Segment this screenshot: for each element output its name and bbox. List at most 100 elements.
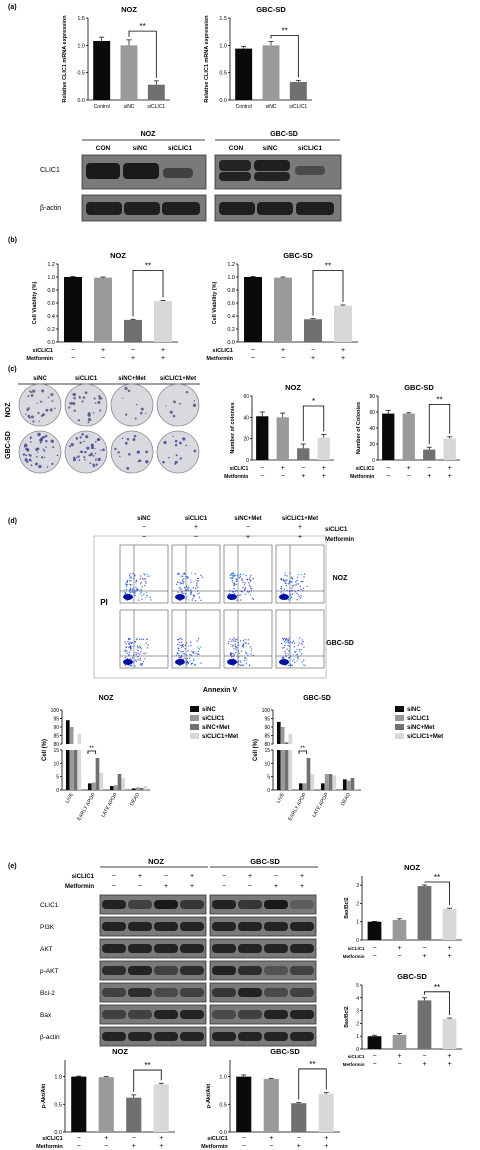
y-tick-label: 80	[53, 742, 59, 748]
flow-event	[245, 658, 248, 660]
flow-event	[189, 660, 191, 662]
colony-spot	[40, 438, 43, 442]
flow-event	[137, 652, 139, 655]
blot-band	[180, 900, 204, 909]
colony-dish	[110, 430, 154, 474]
colony-spot	[56, 454, 59, 457]
flow-event	[141, 598, 143, 600]
flow-event	[250, 647, 253, 650]
flow-event	[141, 662, 144, 665]
bar	[276, 417, 289, 460]
flow-event	[230, 643, 232, 646]
flow-event	[241, 591, 243, 593]
colony-spot	[22, 453, 26, 456]
flow-event	[138, 638, 141, 641]
flow-event	[291, 593, 294, 595]
flow-event	[181, 579, 184, 581]
sign-mark: +	[298, 534, 302, 541]
sign-mark: −	[112, 873, 116, 880]
flow-event	[294, 584, 296, 586]
flow-event	[197, 580, 200, 582]
sign-mark: +	[341, 347, 345, 354]
flow-event	[126, 579, 129, 582]
flow-event	[140, 589, 142, 591]
row-label-metformin: Metformin	[206, 356, 233, 362]
flow-event	[125, 646, 127, 648]
flow-event	[291, 664, 293, 667]
flow-event	[146, 638, 149, 640]
y-tick-label: 60	[369, 410, 375, 416]
bar	[402, 413, 415, 460]
flow-plot-frame	[223, 544, 273, 604]
colony-spot	[73, 456, 76, 459]
colony-dish	[64, 383, 108, 427]
blot-e-band-row	[99, 982, 207, 1003]
legend-label: siNC+Met	[407, 725, 435, 731]
flow-event	[296, 576, 299, 578]
sign-mark: +	[447, 1061, 451, 1068]
flow-event	[296, 582, 298, 585]
flow-event	[126, 583, 129, 586]
y-tick-label: 0	[246, 458, 249, 464]
flow-event	[183, 657, 185, 659]
colony-spot	[46, 466, 49, 468]
flow-event	[180, 650, 182, 652]
colony-spot	[30, 464, 33, 467]
significance-bracket	[298, 1068, 327, 1100]
flow-event	[290, 655, 292, 657]
colony-spot	[140, 411, 143, 415]
significance-bracket	[270, 35, 299, 78]
flow-event	[242, 581, 244, 584]
flow-event	[283, 637, 285, 640]
y-tick-label: 0.6	[227, 301, 235, 307]
blot-band	[257, 202, 293, 215]
bar	[131, 788, 136, 790]
flow-event	[233, 582, 235, 584]
colony-spot	[85, 435, 89, 439]
colony-spot	[68, 445, 72, 448]
blot-band	[254, 160, 290, 171]
colony-spot	[82, 396, 86, 399]
colony-spot	[36, 447, 38, 449]
blot-band	[290, 900, 314, 909]
x-tick-label: Control	[94, 104, 110, 110]
flow-event	[178, 647, 180, 650]
y-tick-label: 10	[53, 761, 59, 767]
flow-event	[133, 654, 135, 656]
flow-event	[290, 589, 292, 592]
colony-spot	[193, 400, 196, 402]
bar-lower	[288, 750, 293, 790]
flow-event	[190, 579, 192, 581]
sign-mark: −	[422, 1053, 426, 1060]
flow-event	[232, 639, 234, 641]
flow-event	[299, 637, 301, 639]
panel-label-d: (d)	[8, 518, 17, 525]
flow-event	[234, 593, 236, 595]
flow-event	[306, 585, 308, 588]
significance-bracket	[298, 750, 308, 754]
flow-event	[190, 592, 193, 594]
colony-spot	[88, 454, 90, 457]
y-tick-label: 3	[356, 1009, 359, 1015]
flow-event	[125, 581, 128, 584]
sign-mark: −	[397, 1061, 401, 1068]
flow-event	[137, 649, 139, 651]
colony-spot	[174, 460, 178, 464]
sign-mark: −	[260, 465, 264, 472]
sign-mark: +	[397, 945, 401, 952]
flow-cluster	[175, 594, 185, 600]
flow-event	[187, 645, 190, 647]
flow-event	[185, 586, 188, 588]
flow-event	[298, 649, 300, 651]
bar-lower	[69, 750, 74, 790]
colony-spot	[29, 437, 32, 440]
flow-event	[124, 650, 127, 652]
sign-mark: −	[297, 1135, 301, 1142]
bar	[288, 733, 293, 744]
flow-event	[280, 587, 283, 590]
flow-event	[125, 642, 127, 645]
bar	[98, 1077, 114, 1132]
row-label-siclic1: siCLIC1	[348, 946, 365, 951]
flow-event	[249, 586, 252, 588]
flow-event	[243, 589, 246, 591]
